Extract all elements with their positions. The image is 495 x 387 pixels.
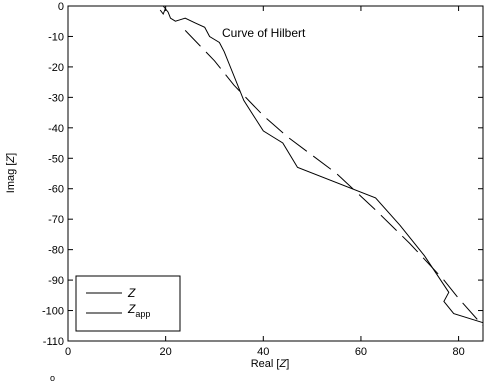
annotation-curve-of-hilbert: Curve of Hilbert	[222, 26, 306, 40]
x-tick-label-20: 20	[160, 346, 172, 358]
plot-frame	[67, 5, 484, 342]
y-tick-label--50: -50	[48, 153, 64, 165]
y-tick-label--40: -40	[48, 123, 64, 135]
y-tick-label--110: -110	[43, 336, 64, 348]
x-tick-label-40: 40	[257, 346, 269, 358]
legend-label-zapp: Zapp	[127, 302, 150, 319]
x-tick-label-0: 0	[65, 346, 71, 358]
stray-glyph: o	[50, 373, 56, 383]
series-line-z	[162, 5, 484, 324]
y-tick-label--80: -80	[48, 245, 64, 257]
axes: 0 20 40 60 80 0 -10 -20 -30 -40 -50 -60 -70 -80 -90 -10…	[42, 1, 484, 358]
y-tick-label--70: -70	[48, 214, 64, 226]
x-tick-label-80: 80	[452, 346, 464, 358]
y-tick-label-0: 0	[58, 1, 64, 13]
series-line-zapp	[184, 30, 484, 327]
y-tick-label--20: -20	[48, 62, 64, 74]
y-tick-label--100: -100	[42, 306, 64, 318]
y-tick-label--60: -60	[48, 184, 64, 196]
x-tick-label-60: 60	[355, 346, 367, 358]
y-axis-label: Imag [Z]	[5, 153, 17, 193]
start-marker	[159, 8, 166, 16]
y-tick-label--30: -30	[48, 92, 64, 104]
x-axis-label: Real [Z]	[251, 358, 290, 370]
legend-box	[75, 275, 181, 332]
y-tick-label--90: -90	[48, 275, 64, 287]
legend: Z Zapp	[75, 275, 181, 332]
plot-area	[159, 5, 484, 327]
legend-label-z: Z	[127, 286, 136, 300]
y-tick-label--10: -10	[48, 31, 64, 43]
